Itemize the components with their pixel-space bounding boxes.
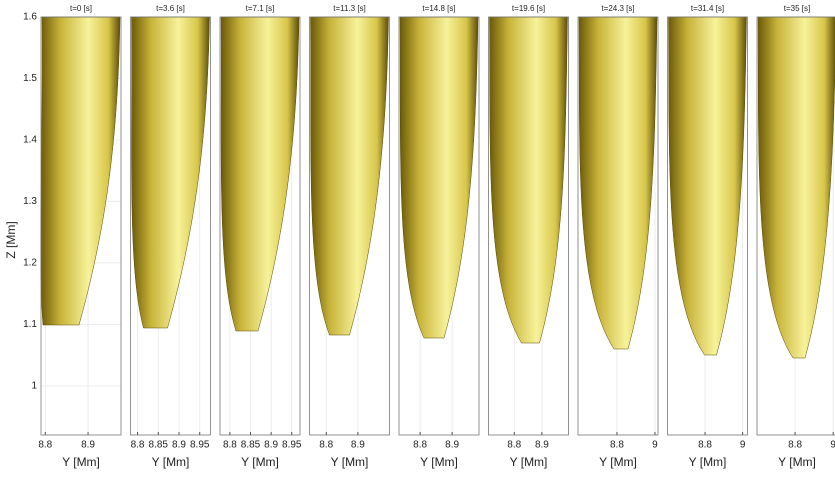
x-axis-label: Y [Mm] [510,455,548,469]
x-tick-label: 8.8 [610,440,624,451]
surface [221,17,299,331]
y-tick-label: 1 [31,380,37,391]
x-tick-label: 8.95 [190,440,210,451]
x-tick-label: 8.8 [38,440,52,451]
x-tick-label: 8.9 [351,440,365,451]
x-axis-label: Y [Mm] [331,455,369,469]
x-tick-label: 8.8 [698,440,712,451]
x-axis-label: Y [Mm] [778,455,816,469]
x-tick-label: 8.85 [149,440,169,451]
y-tick-label: 1.5 [23,73,37,84]
x-tick-label: 8.9 [81,440,95,451]
x-tick-label: 8.8 [413,440,427,451]
x-axis-label: Y [Mm] [152,455,190,469]
x-tick-label: 9 [830,440,835,451]
x-axis-label: Y [Mm] [599,455,637,469]
x-axis-label: Y [Mm] [241,455,279,469]
panel-title: t=0 [s] [70,4,92,13]
x-tick-label: 8.8 [319,440,333,451]
panel-title: t=14.8 [s] [422,4,455,13]
x-tick-label: 8.95 [282,440,302,451]
surface [579,17,657,349]
x-tick-label: 9 [740,440,746,451]
x-tick-label: 8.8 [788,440,802,451]
surface [400,17,478,338]
y-tick-label: 1.1 [23,319,37,330]
panel-title: t=3.6 [s] [156,4,185,13]
surface [41,17,120,325]
x-axis-label: Y [Mm] [62,455,100,469]
panel-title: t=35 [s] [784,4,810,13]
x-tick-label: 9 [652,440,658,451]
surface [132,17,210,328]
figure: 1 1.1 1.2 1.3 1.4 1.5 1.6 8.8 8.9 t=0 [s] Y [Mm] Z … [0,0,835,477]
panel-title: t=7.1 [s] [246,4,275,13]
x-tick-label: 8.85 [241,440,261,451]
x-tick-label: 8.8 [223,440,237,451]
panel-title: t=11.3 [s] [333,4,366,13]
x-tick-label: 8.9 [264,440,278,451]
x-axis-label: Y [Mm] [420,455,458,469]
x-tick-label: 8.8 [131,440,145,451]
surface [758,17,835,358]
x-tick-label: 8.9 [535,440,549,451]
panel-title: t=24.3 [s] [601,4,634,13]
y-tick-label: 1.6 [23,12,37,23]
surface [490,17,568,343]
x-tick-label: 8.9 [172,440,186,451]
x-tick-label: 8.9 [445,440,459,451]
x-axis-label: Y [Mm] [689,455,727,469]
y-tick-label: 1.2 [23,258,37,269]
surface [311,17,389,335]
surface [669,17,747,355]
panel-title: t=31.4 [s] [691,4,724,13]
y-tick-label: 1.4 [23,135,37,146]
x-tick-label: 8.8 [507,440,521,451]
y-tick-label: 1.3 [23,196,37,207]
y-axis-label: Z [Mm] [4,221,18,258]
panel-title: t=19.6 [s] [512,4,545,13]
